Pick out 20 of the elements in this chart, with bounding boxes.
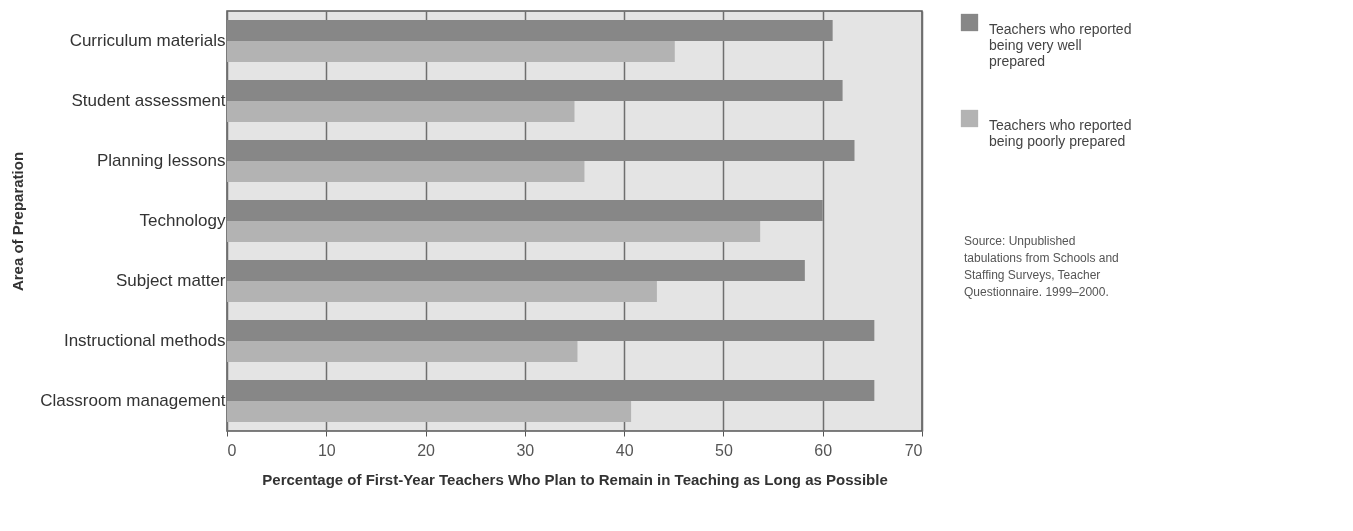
x-tick-label: 70 — [904, 441, 923, 459]
x-tick-label: 40 — [615, 441, 634, 459]
y-tick-label: Instructional methods — [63, 331, 226, 350]
y-tick-label: Curriculum materials — [69, 31, 226, 50]
legend-label: Teachers who reported being very well prepared — [989, 20, 1132, 69]
y-axis-title: Area of Preparation — [9, 151, 27, 292]
x-tick-label: 50 — [715, 441, 733, 459]
x-tick-label: 10 — [317, 441, 336, 459]
y-tick-label: Subject matter — [115, 271, 226, 290]
x-tick-label: 20 — [417, 441, 436, 459]
y-tick-label: Technology — [139, 211, 226, 230]
x-axis-title: Percentage of First-Year Teachers Who Plan to Remain in Teaching as Long as Possible — [262, 470, 888, 488]
source-note: Source: Unpublished tabulations from Schools and Staffing Surveys, Teacher Questionnaire. 1999–2000. — [964, 234, 1119, 299]
x-tick-label: 60 — [814, 441, 833, 459]
x-tick-label: 0 — [227, 441, 237, 459]
y-tick-label: Classroom management — [40, 391, 226, 410]
y-tick-label: Planning lessons — [96, 151, 226, 170]
x-tick-label: 30 — [516, 441, 535, 459]
y-tick-label: Student assessment — [71, 91, 226, 110]
legend-label: Teachers who reported being poorly prepared — [989, 116, 1132, 149]
